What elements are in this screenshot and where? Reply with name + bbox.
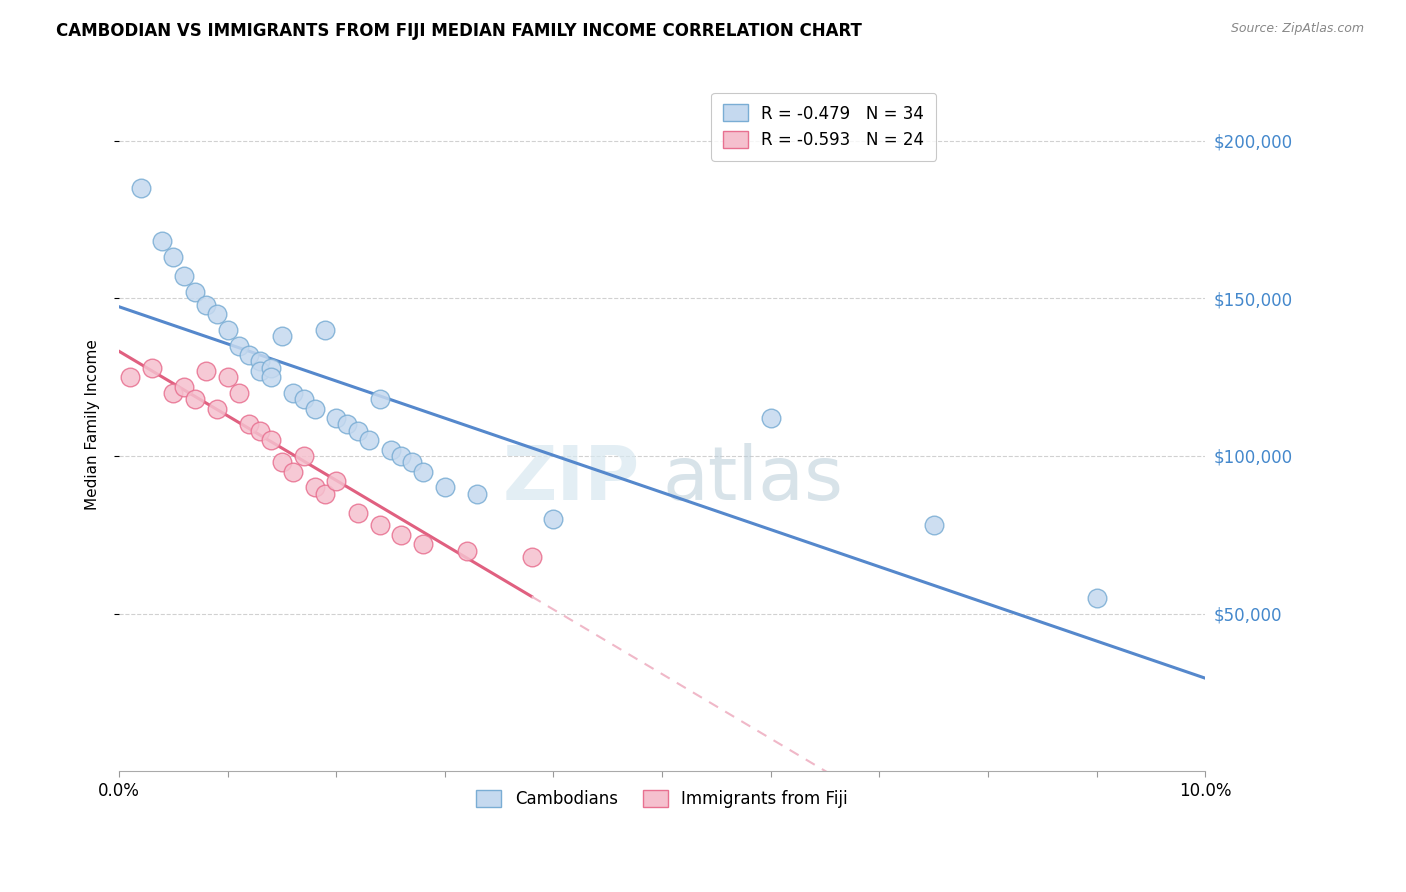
Point <box>141 360 163 375</box>
Point <box>173 379 195 393</box>
Point <box>922 518 945 533</box>
Point <box>325 474 347 488</box>
Text: Source: ZipAtlas.com: Source: ZipAtlas.com <box>1230 22 1364 36</box>
Point <box>162 385 184 400</box>
Legend: Cambodians, Immigrants from Fiji: Cambodians, Immigrants from Fiji <box>470 783 855 815</box>
Point <box>759 411 782 425</box>
Point <box>184 285 207 299</box>
Point <box>249 364 271 378</box>
Point <box>194 297 217 311</box>
Point <box>401 455 423 469</box>
Point <box>249 354 271 368</box>
Point <box>238 417 260 432</box>
Point <box>118 370 141 384</box>
Point <box>391 449 413 463</box>
Text: atlas: atlas <box>662 443 844 516</box>
Point <box>304 481 326 495</box>
Point <box>368 392 391 407</box>
Point <box>1085 591 1108 605</box>
Y-axis label: Median Family Income: Median Family Income <box>86 339 100 510</box>
Point <box>336 417 359 432</box>
Point <box>281 385 304 400</box>
Point <box>249 424 271 438</box>
Point <box>217 370 239 384</box>
Point <box>152 235 174 249</box>
Point <box>314 487 336 501</box>
Point <box>467 487 489 501</box>
Point <box>205 401 228 416</box>
Point <box>205 307 228 321</box>
Point <box>357 433 380 447</box>
Point <box>260 360 283 375</box>
Point <box>271 329 294 343</box>
Point <box>228 338 250 352</box>
Point <box>292 392 315 407</box>
Point <box>281 465 304 479</box>
Point <box>520 549 543 564</box>
Point <box>292 449 315 463</box>
Point <box>412 465 434 479</box>
Text: ZIP: ZIP <box>503 443 640 516</box>
Text: CAMBODIAN VS IMMIGRANTS FROM FIJI MEDIAN FAMILY INCOME CORRELATION CHART: CAMBODIAN VS IMMIGRANTS FROM FIJI MEDIAN… <box>56 22 862 40</box>
Point <box>325 411 347 425</box>
Point <box>304 401 326 416</box>
Point <box>271 455 294 469</box>
Point <box>391 528 413 542</box>
Point <box>238 348 260 362</box>
Point <box>260 433 283 447</box>
Point <box>194 364 217 378</box>
Point <box>433 481 456 495</box>
Point <box>173 269 195 284</box>
Point <box>184 392 207 407</box>
Point <box>228 385 250 400</box>
Point <box>217 323 239 337</box>
Point <box>347 424 370 438</box>
Point <box>543 512 565 526</box>
Point <box>260 370 283 384</box>
Point <box>129 181 152 195</box>
Point <box>456 543 478 558</box>
Point <box>380 442 402 457</box>
Point <box>314 323 336 337</box>
Point <box>412 537 434 551</box>
Point <box>162 250 184 264</box>
Point <box>347 506 370 520</box>
Point <box>368 518 391 533</box>
